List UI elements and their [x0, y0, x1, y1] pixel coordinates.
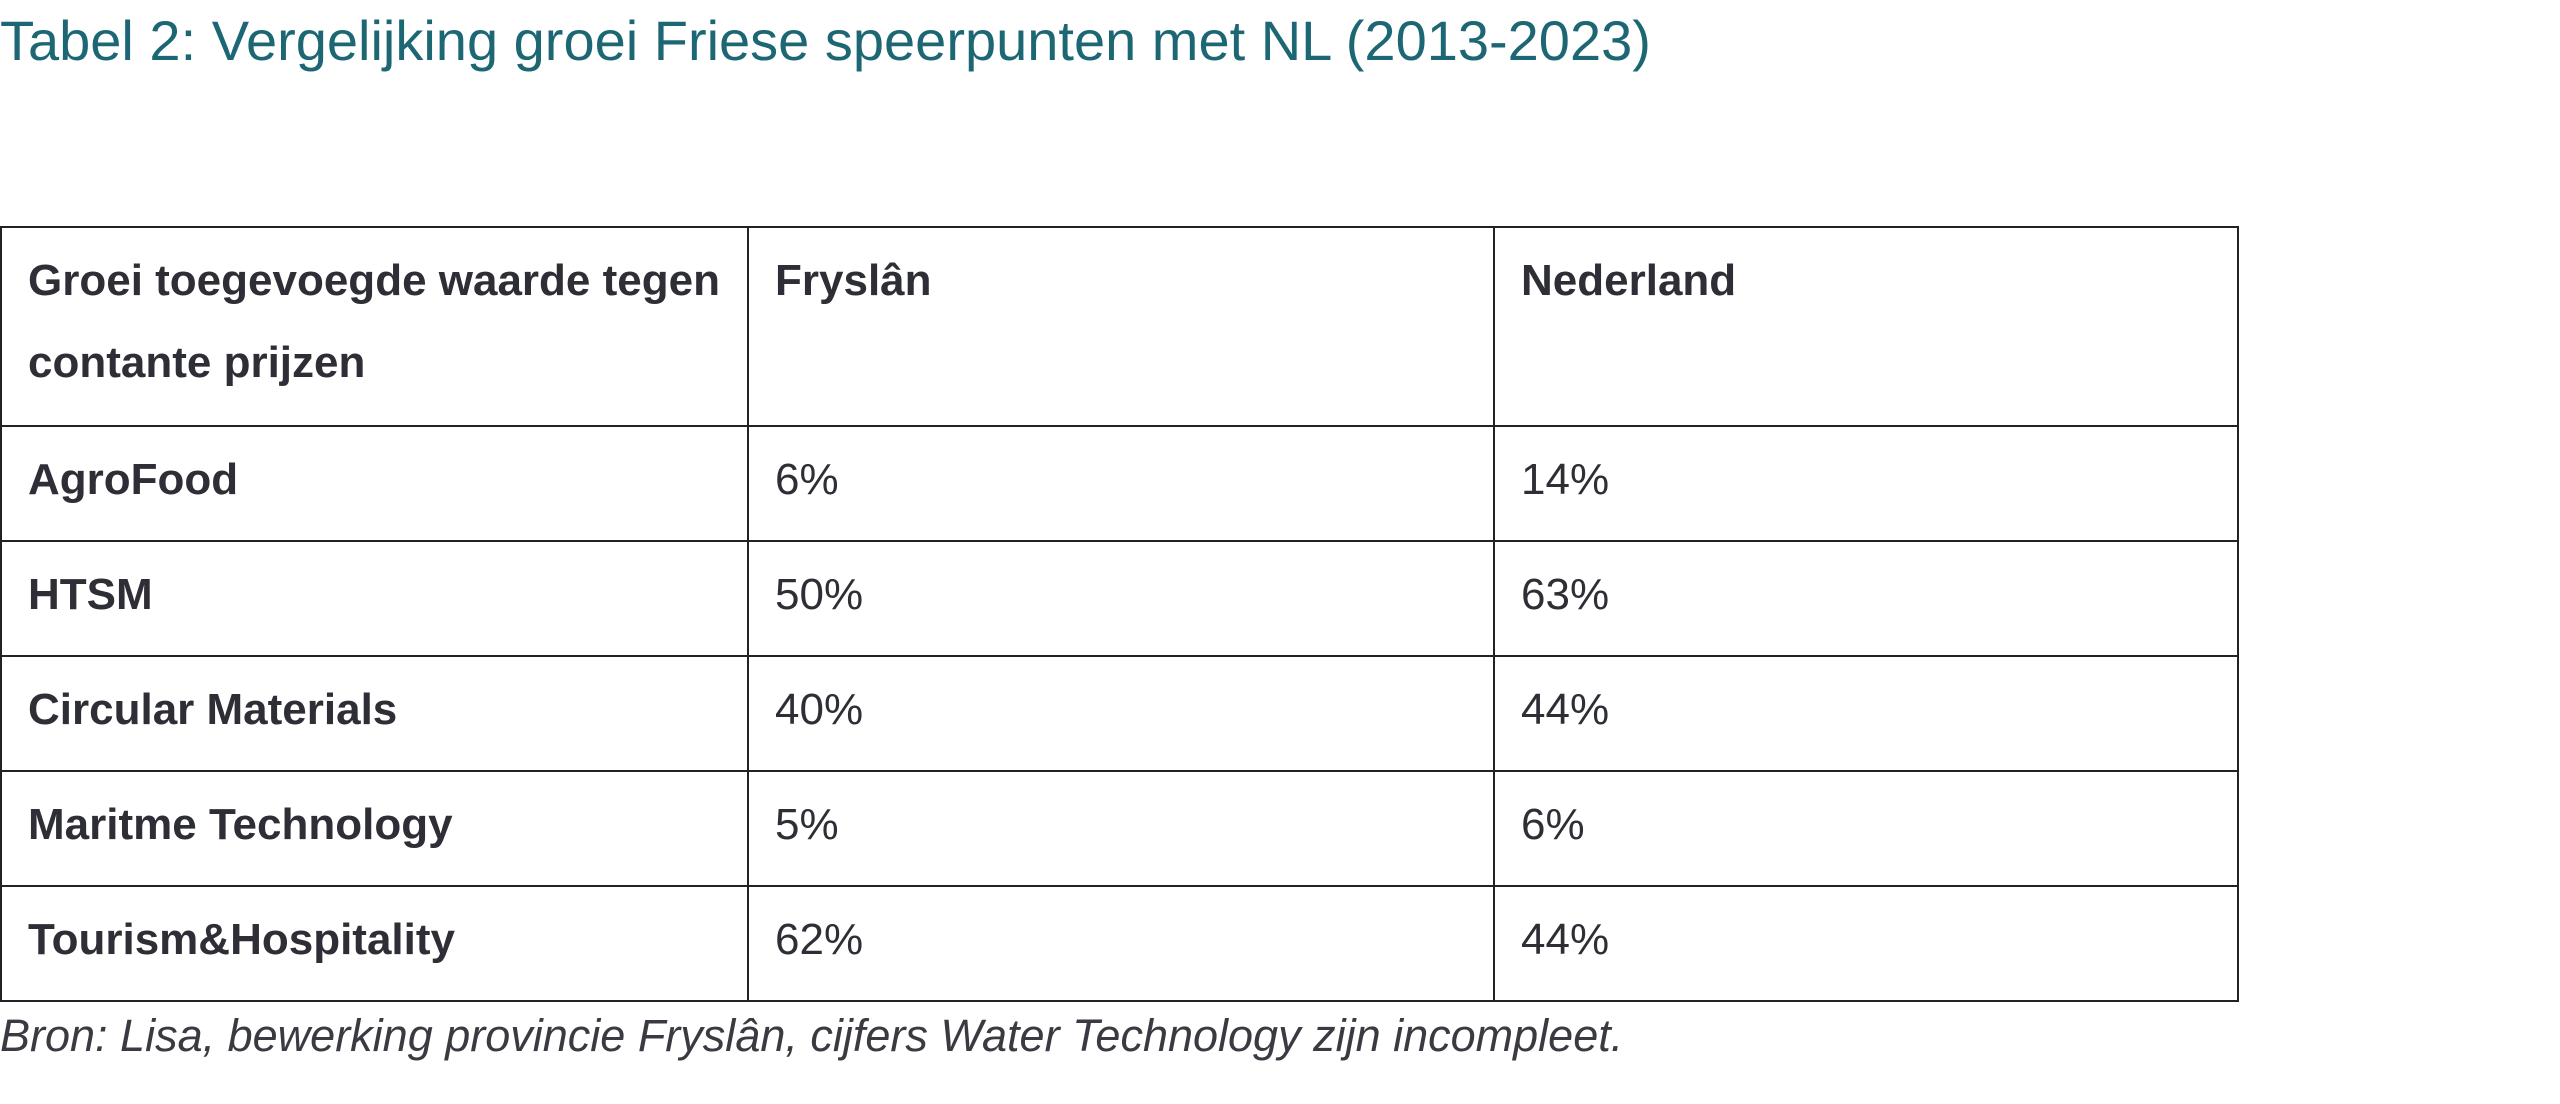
nederland-value: 44% [1493, 655, 2239, 772]
nederland-value: 63% [1493, 540, 2239, 657]
table-row: Tourism&Hospitality 62% 44% [0, 885, 2239, 1002]
row-label: Maritme Technology [0, 770, 749, 887]
row-label: Circular Materials [0, 655, 749, 772]
row-label: HTSM [0, 540, 749, 657]
fryslan-value: 40% [747, 655, 1495, 772]
row-label: AgroFood [0, 425, 749, 542]
table-row: AgroFood 6% 14% [0, 425, 2239, 542]
nederland-value: 14% [1493, 425, 2239, 542]
table-row: Circular Materials 40% 44% [0, 655, 2239, 772]
column-header-growth: Groei toegevoegde waarde tegen contante … [0, 226, 749, 427]
nederland-value: 44% [1493, 885, 2239, 1002]
fryslan-value: 50% [747, 540, 1495, 657]
table-row: Maritme Technology 5% 6% [0, 770, 2239, 887]
row-label: Tourism&Hospitality [0, 885, 749, 1002]
column-header-nederland: Nederland [1493, 226, 2239, 427]
growth-comparison-table: Groei toegevoegde waarde tegen contante … [0, 226, 2239, 1002]
fryslan-value: 62% [747, 885, 1495, 1002]
table-title: Tabel 2: Vergelijking groei Friese speer… [0, 9, 1651, 72]
table-row: HTSM 50% 63% [0, 540, 2239, 657]
table-header-row: Groei toegevoegde waarde tegen contante … [0, 226, 2239, 427]
nederland-value: 6% [1493, 770, 2239, 887]
source-note: Bron: Lisa, bewerking provincie Fryslân,… [0, 1010, 1624, 1061]
fryslan-value: 6% [747, 425, 1495, 542]
column-header-fryslan: Fryslân [747, 226, 1495, 427]
fryslan-value: 5% [747, 770, 1495, 887]
